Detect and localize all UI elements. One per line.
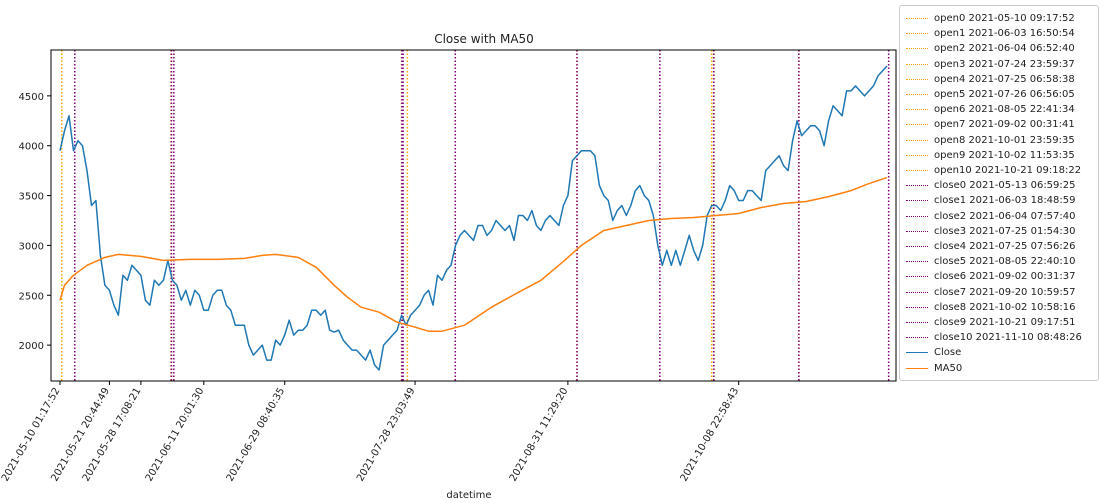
legend-swatch [906,18,928,19]
y-tick-label: 3000 [19,241,44,252]
legend-swatch [906,352,928,354]
legend-swatch [906,170,928,171]
legend-item: close4 2021-07-25 07:56:26 [906,240,1076,253]
x-tick-label: 2021-05-28 17:08:21 [81,386,144,483]
legend-swatch [906,322,928,323]
legend-label: close9 2021-10-21 09:17:51 [934,317,1076,328]
legend-label: close4 2021-07-25 07:56:26 [934,241,1076,252]
legend-item: close6 2021-09-02 00:31:37 [906,270,1076,283]
legend-item: open9 2021-10-02 11:53:35 [906,149,1075,162]
legend-swatch [906,261,928,263]
legend-item: open7 2021-09-02 00:31:41 [906,118,1075,131]
legend-item: close3 2021-07-25 01:54:30 [906,225,1076,238]
y-tick-label: 3500 [19,192,44,203]
legend-label: open0 2021-05-10 09:17:52 [934,13,1075,24]
legend-swatch [906,200,928,202]
legend-label: open9 2021-10-02 11:53:35 [934,149,1075,161]
legend-item: open3 2021-07-24 23:59:37 [906,58,1075,71]
legend-label: close1 2021-06-03 18:48:59 [934,195,1076,207]
legend-swatch [906,154,928,156]
y-tick-label: 2500 [19,291,44,302]
legend-label: Close [934,347,962,359]
legend-label: open7 2021-09-02 00:31:41 [934,119,1075,131]
x-tick-label: 2021-08-31 11:29:20 [508,386,571,483]
legend-item: Close [906,346,961,359]
series-line-ma50 [59,176,888,332]
legend-label: open4 2021-07-25 06:58:38 [934,73,1075,85]
legend-item: close2 2021-06-04 07:57:40 [906,210,1076,223]
legend-swatch [906,337,928,339]
legend-label: open6 2021-08-05 22:41:34 [934,104,1075,116]
legend-label: close5 2021-08-05 22:40:10 [934,256,1076,268]
legend-item: close9 2021-10-21 09:17:51 [906,316,1076,329]
legend-label: open5 2021-07-26 06:56:05 [934,89,1075,100]
legend-swatch [906,139,928,141]
legend-label: close8 2021-10-02 10:58:16 [934,301,1076,313]
legend-item: close0 2021-05-13 06:59:25 [906,179,1076,192]
y-axis: 2000 2500 3000 3500 4000 4500 [19,92,51,352]
legend-item: MA50 [906,362,962,375]
legend-swatch [906,215,928,217]
legend-item: open0 2021-05-10 09:17:52 [906,12,1075,25]
legend-swatch [906,94,928,95]
legend-label: open8 2021-10-01 23:59:35 [934,134,1075,146]
legend-item: open10 2021-10-21 09:18:22 [906,164,1081,177]
legend-label: close2 2021-06-04 07:57:40 [934,210,1076,222]
legend-item: close1 2021-06-03 18:48:59 [906,194,1076,207]
legend-label: close0 2021-05-13 06:59:25 [934,180,1076,192]
legend-label: open3 2021-07-24 23:59:37 [934,58,1075,70]
legend-swatch [906,291,928,293]
legend-item: open2 2021-06-04 06:52:40 [906,42,1075,55]
y-tick-label: 2000 [19,341,44,352]
series-line-close [59,65,888,371]
x-tick-label: 2021-05-10 01:17:52 [0,386,63,483]
legend-swatch [906,246,928,247]
legend-label: MA50 [934,362,963,374]
series-layer [59,65,888,371]
legend-item: close10 2021-11-10 08:48:26 [906,331,1082,344]
x-tick-label: 2021-06-29 08:40:35 [225,386,288,483]
legend-label: close3 2021-07-25 01:54:30 [934,225,1076,237]
legend-item: open1 2021-06-03 16:50:54 [906,27,1075,40]
legend-swatch [906,185,928,187]
legend-swatch [906,276,928,278]
legend-label: close6 2021-09-02 00:31:37 [934,271,1076,283]
plot-frame [50,49,897,382]
x-tick-label: 2021-06-11 20:01:30 [144,386,207,483]
chart-title: Close with MA50 [434,32,534,46]
legend-label: close7 2021-09-20 10:59:57 [934,286,1076,298]
legend-item: open6 2021-08-05 22:41:34 [906,103,1075,116]
legend-item: close7 2021-09-20 10:59:57 [906,286,1076,299]
y-tick-label: 4500 [19,92,44,103]
legend-swatch [906,124,928,126]
legend-item: open4 2021-07-25 06:58:38 [906,73,1075,86]
x-tick-label: 2021-07-28 23:03:49 [355,386,418,483]
legend-swatch [906,48,928,50]
legend-label: close10 2021-11-10 08:48:26 [934,332,1082,344]
legend-swatch [906,367,928,369]
legend-swatch [906,230,928,232]
legend-swatch [906,109,928,111]
legend-label: open2 2021-06-04 06:52:40 [934,43,1075,55]
legend-label: open1 2021-06-03 16:50:54 [934,28,1075,40]
legend-item: open5 2021-07-26 06:56:05 [906,88,1075,101]
legend-swatch [906,63,928,65]
legend: open0 2021-05-10 09:17:52 open1 2021-06-0… [899,5,1099,381]
y-tick-label: 4000 [19,142,44,153]
legend-label: open10 2021-10-21 09:18:22 [934,165,1082,176]
legend-item: open8 2021-10-01 23:59:35 [906,134,1075,147]
x-axis-label: datetime [446,490,491,501]
legend-swatch [906,306,928,308]
x-tick-label: 2021-10-08 22:58:43 [679,386,742,483]
legend-item: close5 2021-08-05 22:40:10 [906,255,1076,268]
legend-swatch [906,78,928,80]
legend-item: close8 2021-10-02 10:58:16 [906,301,1076,314]
vertical-markers [60,50,890,381]
legend-swatch [906,33,928,35]
x-tick-label: 2021-05-21 20:44:49 [49,386,112,483]
